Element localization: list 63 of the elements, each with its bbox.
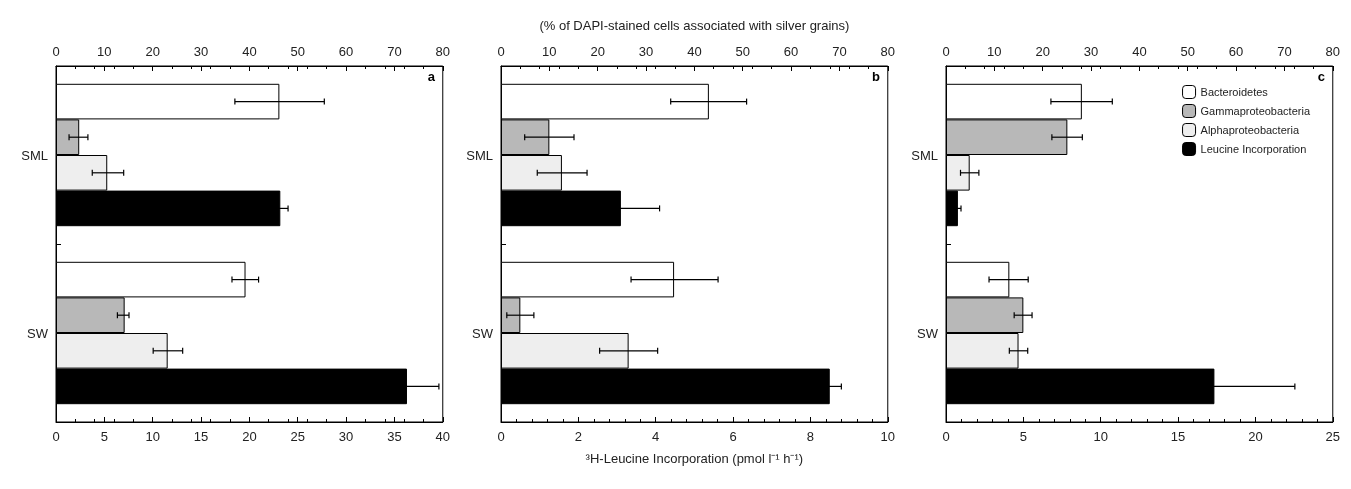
x2-tick-label: 20 <box>145 44 160 59</box>
x-tick-label: 0 <box>942 429 950 444</box>
x2-tick-label: 30 <box>193 44 209 59</box>
x-tick-label: 20 <box>1248 429 1263 444</box>
legend-label: Gammaproteobacteria <box>1200 105 1311 117</box>
x2-tick-label: 60 <box>338 44 354 59</box>
x2-tick-label: 40 <box>1132 44 1147 59</box>
x2-tick-label: 10 <box>97 44 112 59</box>
x2-tick-label: 0 <box>497 44 505 59</box>
x2-tick-label: 70 <box>832 44 847 59</box>
y-tick-label: SML <box>466 147 493 163</box>
x2-tick-label: 40 <box>242 44 257 59</box>
x2-tick-label: 60 <box>1228 44 1244 59</box>
annotation: a <box>427 69 436 84</box>
x-tick-label: 30 <box>338 429 354 444</box>
legend-label: Alphaproteobacteria <box>1200 124 1300 136</box>
x-tick-label: 4 <box>652 429 660 444</box>
x2-tick-label: 70 <box>1277 44 1292 59</box>
annotation: c <box>1317 69 1325 84</box>
x2-tick-label: 50 <box>735 44 750 59</box>
x2-tick-label: 40 <box>687 44 702 59</box>
x2-tick-label: 70 <box>387 44 402 59</box>
x2-tick-label: 0 <box>52 44 60 59</box>
x2-tick-label: 60 <box>783 44 799 59</box>
x-tick-label: 8 <box>806 429 815 444</box>
annotation: b <box>872 69 881 84</box>
x-tick-label: 40 <box>435 429 450 444</box>
x-tick-label: 15 <box>1170 429 1186 444</box>
x-tick-label: 0 <box>52 429 60 444</box>
x2-tick-label: 80 <box>1325 44 1340 59</box>
x-tick-label: 5 <box>100 429 108 444</box>
y-tick-label: SML <box>21 147 48 163</box>
x2-tick-label: 10 <box>542 44 557 59</box>
x2-tick-label: 30 <box>638 44 654 59</box>
x-axis-title: ³H-Leucine Incorporation (pmol l⁻¹ h⁻¹) <box>585 451 804 466</box>
x2-tick-label: 30 <box>1083 44 1099 59</box>
x-tick-label: 10 <box>1093 429 1108 444</box>
x-tick-label: 15 <box>193 429 209 444</box>
y-tick-label: SW <box>917 325 939 341</box>
x-tick-label: 10 <box>880 429 895 444</box>
x2-tick-label: 50 <box>1180 44 1195 59</box>
legend-label: Bacteroidetes <box>1200 86 1269 98</box>
x2-tick-label: 0 <box>942 44 950 59</box>
x-tick-label: 2 <box>574 429 582 444</box>
x2-axis-title: (% of DAPI-stained cells associated with silver grains) <box>539 18 850 33</box>
x-tick-label: 35 <box>387 429 402 444</box>
x2-tick-label: 10 <box>987 44 1002 59</box>
x2-tick-label: 20 <box>1035 44 1050 59</box>
x-tick-label: 25 <box>1325 429 1340 444</box>
legend-label: Leucine Incorporation <box>1200 143 1307 155</box>
x2-tick-label: 80 <box>880 44 895 59</box>
x2-tick-label: 80 <box>435 44 450 59</box>
y-tick-label: SW <box>27 325 49 341</box>
y-tick-label: SML <box>911 147 938 163</box>
x-tick-label: 6 <box>729 429 737 444</box>
x2-tick-label: 20 <box>590 44 605 59</box>
x-tick-label: 5 <box>1019 429 1027 444</box>
y-tick-label: SW <box>472 325 494 341</box>
x-tick-label: 0 <box>497 429 505 444</box>
x-tick-label: 10 <box>145 429 160 444</box>
x-tick-label: 25 <box>290 429 305 444</box>
x-tick-label: 20 <box>242 429 257 444</box>
x2-tick-label: 50 <box>290 44 305 59</box>
